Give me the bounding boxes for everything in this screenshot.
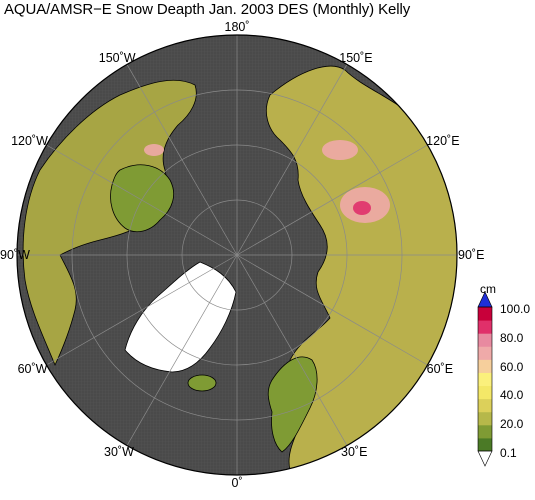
meridian-120 (236, 144, 428, 256)
longitude-label: 0˚ (231, 476, 243, 490)
meridian-60 (236, 254, 428, 366)
colorbar-tick-label: 100.0 (500, 302, 531, 316)
colorbar-block (478, 346, 492, 360)
land-iceland (187, 374, 217, 392)
meridian--30 (126, 254, 238, 446)
longitude-label: 90˚W (0, 248, 30, 262)
longitude-label: 30˚W (104, 445, 134, 460)
longitude-label: 120˚E (426, 134, 460, 148)
meridian-30 (236, 254, 348, 446)
land-scandinavia (267, 356, 318, 453)
colorbar-blocks (478, 307, 492, 452)
meridian-lines (17, 35, 457, 475)
longitude-label: 120˚W (11, 134, 48, 148)
colorbar-tick-label: 0.1 (500, 446, 517, 460)
colorbar (477, 291, 493, 467)
snow-patch-yukon (144, 144, 164, 156)
longitude-label: 90˚E (458, 248, 485, 262)
colorbar-tick-label: 40.0 (500, 388, 524, 403)
longitude-label: 180˚ (224, 20, 250, 34)
longitude-label: 150˚E (339, 50, 373, 65)
colorbar-unit: cm (480, 282, 496, 296)
colorbar-block (478, 372, 492, 387)
colorbar-frame (477, 306, 493, 452)
longitude-label: 60˚W (17, 362, 48, 376)
longitude-label: 60˚E (426, 362, 454, 376)
colorbar-block (478, 398, 492, 413)
colorbar-bottom-arrow (477, 450, 493, 467)
longitude-label: 30˚E (341, 445, 368, 460)
meridian-150 (236, 64, 348, 256)
colorbar-tick-label: 20.0 (500, 417, 524, 432)
colorbar-block (478, 411, 492, 426)
colorbar-block (478, 424, 492, 439)
longitude-label: 150˚W (98, 50, 136, 65)
colorbar-block (478, 333, 492, 347)
map-title: AQUA/AMSR−E Snow Deapth Jan. 2003 DES (M… (4, 1, 411, 18)
colorbar-tick-label: 80.0 (500, 330, 524, 345)
meridian--150 (126, 64, 238, 256)
snow-core-central-siberia (353, 201, 371, 215)
colorbar-block (478, 359, 492, 373)
meridian--60 (46, 254, 238, 366)
colorbar-block (478, 385, 492, 400)
greenland-ice-sheet (124, 261, 237, 373)
colorbar-block (478, 307, 492, 321)
colorbar-block (478, 437, 492, 452)
meridian--120 (46, 144, 238, 256)
colorbar-tick-label: 60.0 (500, 359, 524, 374)
snow-patch-east-siberia (322, 140, 358, 160)
map-outline (16, 34, 458, 476)
colorbar-block (478, 320, 492, 334)
